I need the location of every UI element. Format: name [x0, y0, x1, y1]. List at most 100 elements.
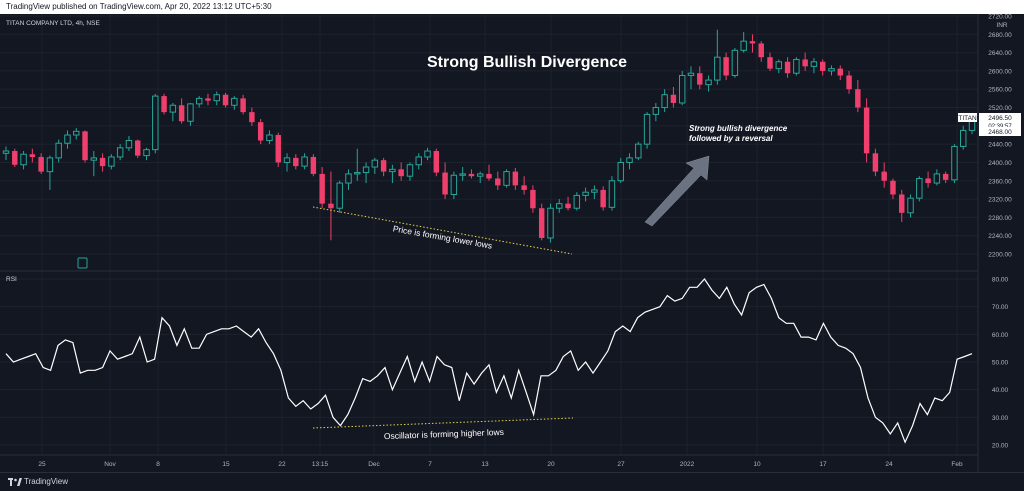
candle: [837, 65, 843, 81]
candle-body: [600, 189, 606, 208]
candle: [213, 91, 220, 106]
chart-canvas[interactable]: TITAN COMPANY LTD, 4h, NSE Strong Bullis…: [0, 0, 1024, 472]
candle: [810, 58, 818, 74]
candle: [617, 157, 624, 184]
level-box: [979, 127, 1021, 136]
candle-body: [890, 180, 896, 195]
candle-body: [855, 89, 861, 108]
candle: [266, 130, 273, 145]
candle-body: [468, 173, 475, 177]
candle: [530, 185, 536, 213]
candle-body: [231, 97, 238, 106]
candle-body: [108, 156, 115, 167]
candle: [389, 164, 396, 184]
candle-body: [55, 142, 62, 159]
candle: [740, 32, 747, 53]
candle-body: [705, 79, 712, 86]
candle-body: [73, 130, 80, 136]
candle-body: [476, 173, 484, 177]
candle: [143, 147, 150, 161]
candle-body: [415, 156, 422, 166]
rsi-tick-label: 50.00: [992, 360, 1009, 367]
time-tick-label: 22: [278, 461, 286, 468]
candle: [293, 154, 299, 170]
candle: [380, 157, 387, 177]
time-tick-label: 13:15: [312, 461, 329, 468]
candle: [846, 70, 852, 94]
candle-body: [486, 173, 492, 179]
candle: [547, 203, 554, 243]
candle: [678, 70, 686, 106]
candle: [222, 92, 229, 108]
candle-body: [293, 157, 299, 167]
candle-body: [424, 150, 431, 158]
rsi-tick-label: 80.00: [992, 277, 1009, 284]
candle-body: [283, 157, 291, 163]
candle: [301, 153, 308, 170]
candle-body: [617, 161, 624, 182]
price-tick-label: 2640.00: [988, 50, 1012, 57]
candle: [468, 169, 475, 179]
candle-body: [213, 94, 220, 102]
candle-body: [380, 160, 387, 172]
candle-body: [187, 103, 194, 122]
candle: [573, 192, 581, 211]
candle: [556, 199, 563, 213]
candle-body: [951, 145, 958, 181]
candle: [450, 171, 458, 200]
candle-body: [758, 43, 764, 58]
candle: [415, 153, 422, 170]
candle-body: [240, 98, 246, 113]
rsi-tick-label: 30.00: [992, 415, 1009, 422]
time-tick-label: 24: [885, 461, 893, 468]
candle-body: [354, 172, 361, 175]
candle-body: [161, 96, 167, 113]
price-tick-label: 2720.00: [988, 14, 1012, 21]
candle-body: [371, 159, 379, 168]
candle: [46, 155, 54, 190]
candle-body: [2, 150, 10, 154]
symbol-tag-box: [958, 113, 977, 122]
candle-body: [90, 157, 98, 161]
candle-body: [863, 107, 870, 154]
rsi-higher-lows-trendline: [312, 417, 574, 429]
candle: [819, 59, 826, 76]
candle: [565, 196, 571, 211]
candle-body: [652, 107, 660, 115]
candle: [775, 59, 783, 74]
candle-body: [714, 56, 721, 81]
candle: [12, 148, 18, 168]
candle: [231, 96, 238, 110]
rsi-tick-label: 70.00: [992, 304, 1009, 311]
candle: [2, 146, 10, 161]
time-tick-label: 10: [753, 461, 761, 468]
candle: [697, 66, 703, 90]
candle: [723, 52, 729, 81]
candle-body: [916, 177, 923, 199]
candle-body: [582, 191, 589, 196]
candle: [371, 157, 379, 174]
candle-body: [205, 98, 211, 101]
candle-body: [406, 164, 414, 177]
candle-body: [828, 68, 835, 72]
candle-body: [670, 94, 677, 103]
candle-body: [38, 156, 44, 172]
candle-body: [626, 157, 633, 163]
candle-body: [249, 112, 255, 123]
candle: [486, 164, 492, 181]
candle: [749, 34, 756, 53]
time-tick-label: Feb: [951, 461, 963, 468]
candle: [275, 132, 281, 168]
candle: [521, 176, 527, 195]
candle: [670, 86, 677, 108]
candle: [643, 112, 651, 149]
candle: [872, 148, 879, 177]
candle-body: [793, 58, 800, 74]
candle: [125, 135, 133, 152]
candle: [591, 185, 598, 200]
published-text: TradingView published on TradingView.com…: [6, 2, 272, 11]
time-axis: 25 Nov 8 15 22 13:15 Dec 7 13 20 27 2022 10 17 24 Feb: [38, 461, 963, 468]
candle-body: [301, 156, 308, 167]
candle-body: [530, 189, 536, 209]
candle: [328, 171, 334, 241]
